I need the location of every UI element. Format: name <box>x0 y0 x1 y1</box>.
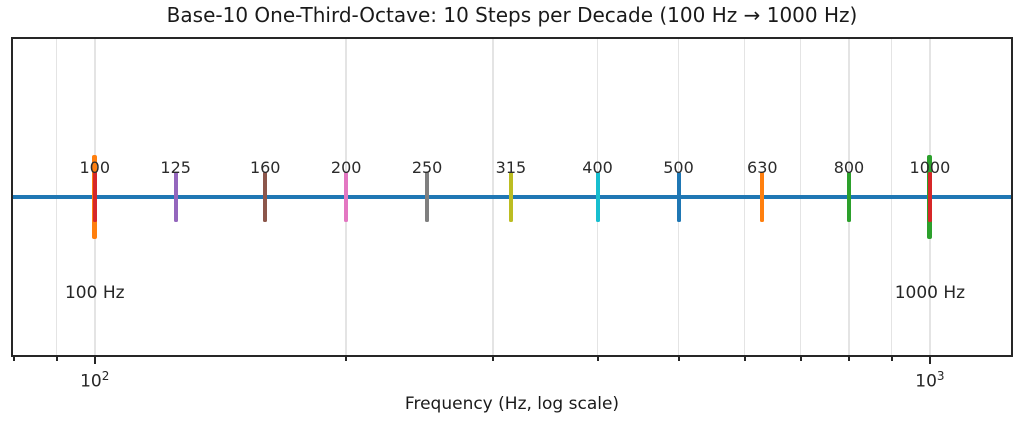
octave-annotation: 100 Hz <box>64 283 125 303</box>
step-label: 250 <box>411 158 443 177</box>
step-label: 1000 <box>909 158 951 177</box>
step-tick <box>425 172 430 222</box>
x-tick-label-base: 10 <box>915 371 937 392</box>
step-label: 160 <box>249 158 281 177</box>
x-major-tick <box>928 356 931 364</box>
x-tick-label-base: 10 <box>80 371 102 392</box>
step-tick <box>846 172 851 222</box>
octave-annotation: 1000 Hz <box>894 283 966 303</box>
step-label: 100 <box>79 158 111 177</box>
x-axis-label: Frequency (Hz, log scale) <box>404 394 620 414</box>
plot-area: 100 Hz 1000 Hz 100 125 160 200 250 315 400 500 630… <box>12 38 1012 356</box>
x-minor-tick <box>596 356 599 361</box>
x-minor-tick <box>799 356 802 361</box>
step-label: 315 <box>495 158 527 177</box>
step-label: 500 <box>663 158 694 177</box>
step-label: 630 <box>747 158 778 177</box>
chart-title: Base-10 One-Third-Octave: 10 Steps per D… <box>166 3 858 27</box>
x-minor-tick <box>890 356 893 361</box>
x-minor-tick <box>12 356 15 361</box>
step-tick <box>676 172 681 222</box>
x-minor-tick <box>847 356 850 361</box>
step-label: 200 <box>330 158 362 177</box>
step-tick <box>263 172 268 222</box>
x-minor-tick <box>743 356 746 361</box>
x-minor-tick <box>492 356 495 361</box>
x-minor-tick <box>55 356 58 361</box>
x-minor-tick <box>677 356 680 361</box>
step-label: 800 <box>833 158 865 177</box>
x-tick-label-exponent: 2 <box>101 369 110 383</box>
x-tick-label: 103 <box>915 364 945 392</box>
x-tick-label-exponent: 3 <box>936 369 945 383</box>
x-major-tick <box>93 356 96 364</box>
step-tick <box>344 172 349 222</box>
step-tick <box>760 172 765 222</box>
step-tick <box>92 172 97 222</box>
step-tick <box>595 172 600 222</box>
step-tick <box>927 172 932 222</box>
step-label: 125 <box>160 158 191 177</box>
x-tick-label: 102 <box>80 364 110 392</box>
step-label: 400 <box>582 158 613 177</box>
step-tick <box>508 172 513 222</box>
x-minor-tick <box>345 356 348 361</box>
step-tick <box>173 172 178 222</box>
